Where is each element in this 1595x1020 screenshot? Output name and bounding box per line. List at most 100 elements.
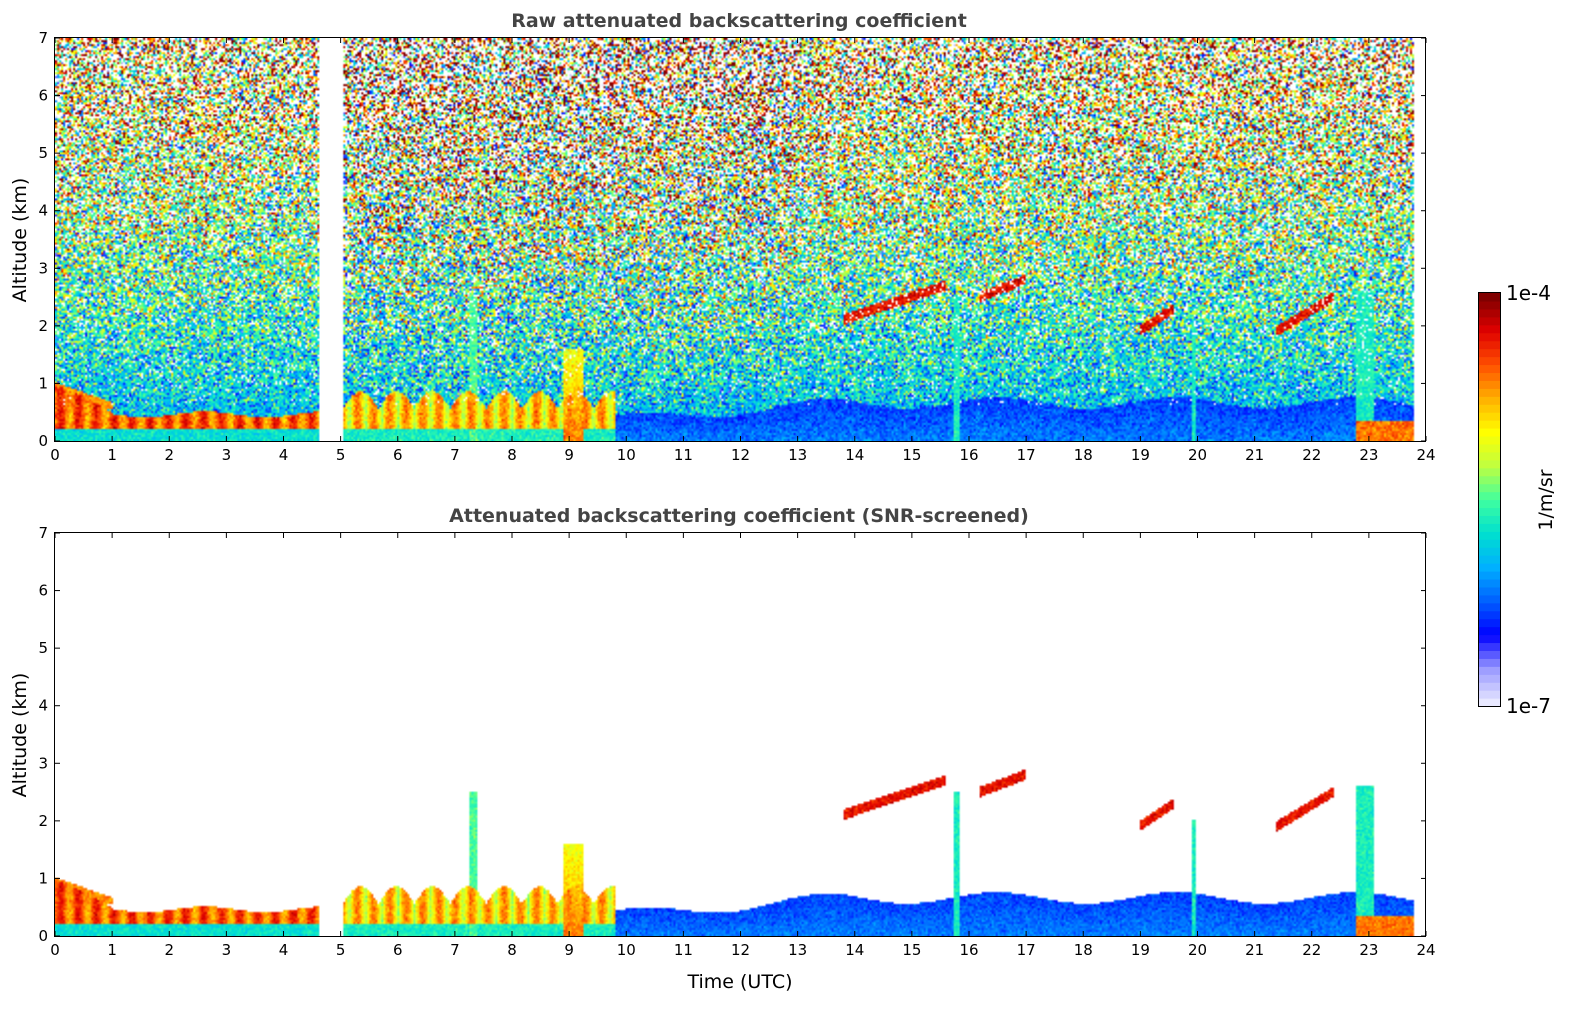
y-tick-label: 6 bbox=[38, 582, 48, 600]
top-panel-image bbox=[55, 38, 1426, 441]
colorbar-swatch bbox=[1479, 475, 1500, 485]
x-tick-label: 4 bbox=[279, 446, 289, 464]
colorbar-swatch bbox=[1479, 467, 1500, 477]
x-tick-label: 15 bbox=[902, 446, 921, 464]
colorbar-swatch bbox=[1479, 555, 1500, 564]
top-panel-ticks: 0 1 2 3 4 5 6 7 8 9 10 11 12 13 14 15 16 17 18 19 20 21 22 23 24… bbox=[38, 29, 1435, 464]
top-panel-frame bbox=[54, 37, 1426, 442]
x-tick-label: 9 bbox=[564, 446, 574, 464]
bottom-panel-image bbox=[55, 533, 1426, 936]
x-tick-label: 18 bbox=[1074, 446, 1093, 464]
x-tick-label: 24 bbox=[1416, 941, 1435, 959]
y-tick-label: 1 bbox=[38, 869, 48, 887]
colorbar-swatch bbox=[1479, 578, 1500, 588]
colorbar-swatch bbox=[1479, 547, 1500, 556]
x-tick-label: 4 bbox=[279, 941, 289, 959]
y-tick-label: 6 bbox=[38, 87, 48, 105]
x-tick-label: 0 bbox=[50, 941, 60, 959]
colorbar-swatch bbox=[1479, 372, 1500, 381]
y-tick-label: 3 bbox=[38, 754, 48, 772]
y-tick-label: 5 bbox=[38, 144, 48, 162]
colorbar-swatch bbox=[1479, 610, 1500, 620]
colorbar-swatch bbox=[1479, 348, 1500, 358]
colorbar-swatch bbox=[1479, 682, 1500, 691]
y-tick-label: 0 bbox=[38, 432, 48, 450]
y-tick-label: 0 bbox=[38, 927, 48, 945]
x-tick-label: 20 bbox=[1188, 446, 1207, 464]
bottom-panel-xlabel: Time (UTC) bbox=[686, 971, 792, 993]
x-tick-label: 5 bbox=[336, 446, 346, 464]
colorbar-swatch bbox=[1479, 412, 1500, 421]
x-tick-label: 7 bbox=[450, 941, 460, 959]
x-tick-label: 14 bbox=[845, 446, 864, 464]
colorbar-swatch bbox=[1479, 594, 1500, 604]
colorbar-swatch bbox=[1479, 515, 1500, 524]
x-tick-label: 17 bbox=[1017, 446, 1036, 464]
x-tick-label: 21 bbox=[1245, 941, 1264, 959]
colorbar-swatch bbox=[1479, 650, 1500, 659]
colorbar-swatch bbox=[1479, 586, 1500, 596]
x-tick-label: 1 bbox=[107, 446, 117, 464]
x-tick-label: 19 bbox=[1131, 446, 1150, 464]
x-tick-label: 23 bbox=[1359, 446, 1378, 464]
y-tick-label: 5 bbox=[38, 639, 48, 657]
x-tick-label: 23 bbox=[1359, 941, 1378, 959]
y-tick-label: 2 bbox=[38, 317, 48, 335]
colorbar-swatch bbox=[1479, 483, 1500, 493]
y-tick-label: 7 bbox=[38, 524, 48, 542]
colorbar-swatch bbox=[1479, 308, 1500, 318]
colorbar-swatch bbox=[1479, 618, 1500, 628]
colorbar-swatch bbox=[1479, 523, 1500, 532]
colorbar-swatch bbox=[1479, 563, 1500, 572]
colorbar-swatch bbox=[1479, 300, 1500, 310]
colorbar-swatch bbox=[1479, 626, 1500, 636]
colorbar-max-label: 1e-4 bbox=[1506, 281, 1551, 305]
colorbar-swatch bbox=[1479, 404, 1500, 413]
colorbar-swatch bbox=[1479, 420, 1500, 429]
x-tick-label: 9 bbox=[564, 941, 574, 959]
x-tick-label: 22 bbox=[1302, 446, 1321, 464]
bottom-panel-heatmap bbox=[55, 533, 1426, 936]
x-tick-label: 8 bbox=[507, 941, 517, 959]
colorbar-swatch bbox=[1479, 356, 1500, 366]
colorbar-swatch bbox=[1479, 698, 1500, 707]
x-tick-label: 6 bbox=[393, 446, 403, 464]
colorbar-swatch bbox=[1479, 340, 1500, 350]
colorbar-swatch bbox=[1479, 499, 1500, 509]
x-tick-label: 12 bbox=[731, 941, 750, 959]
y-tick-label: 4 bbox=[38, 697, 48, 715]
x-tick-label: 6 bbox=[393, 941, 403, 959]
colorbar-swatch bbox=[1479, 531, 1500, 540]
colorbar-swatch bbox=[1479, 364, 1500, 374]
colorbar-swatch bbox=[1479, 674, 1500, 683]
colorbar bbox=[1479, 293, 1500, 707]
x-tick-label: 14 bbox=[845, 941, 864, 959]
colorbar-swatch bbox=[1479, 451, 1500, 461]
colorbar-swatch bbox=[1479, 539, 1500, 548]
bottom-panel-title: Attenuated backscattering coefficient (S… bbox=[449, 505, 1029, 527]
colorbar-swatch bbox=[1479, 324, 1500, 334]
x-tick-label: 10 bbox=[617, 446, 636, 464]
colorbar-swatch bbox=[1479, 507, 1500, 516]
x-tick-label: 24 bbox=[1416, 446, 1435, 464]
x-tick-label: 13 bbox=[788, 446, 807, 464]
y-tick-label: 1 bbox=[38, 374, 48, 392]
x-tick-label: 12 bbox=[731, 446, 750, 464]
x-tick-label: 11 bbox=[674, 446, 693, 464]
x-tick-label: 20 bbox=[1188, 941, 1207, 959]
x-tick-label: 19 bbox=[1131, 941, 1150, 959]
colorbar-swatch bbox=[1479, 690, 1500, 699]
x-tick-label: 17 bbox=[1017, 941, 1036, 959]
top-panel-heatmap bbox=[55, 38, 1426, 441]
colorbar-label: 1/m/sr bbox=[1535, 469, 1557, 530]
x-tick-label: 13 bbox=[788, 941, 807, 959]
x-tick-label: 10 bbox=[617, 941, 636, 959]
x-tick-label: 5 bbox=[336, 941, 346, 959]
colorbar-swatch bbox=[1479, 316, 1500, 326]
colorbar-swatch bbox=[1479, 658, 1500, 667]
colorbar-frame bbox=[1478, 292, 1501, 707]
x-tick-label: 2 bbox=[164, 941, 174, 959]
colorbar-swatch bbox=[1479, 443, 1500, 453]
colorbar-swatch bbox=[1479, 396, 1500, 405]
